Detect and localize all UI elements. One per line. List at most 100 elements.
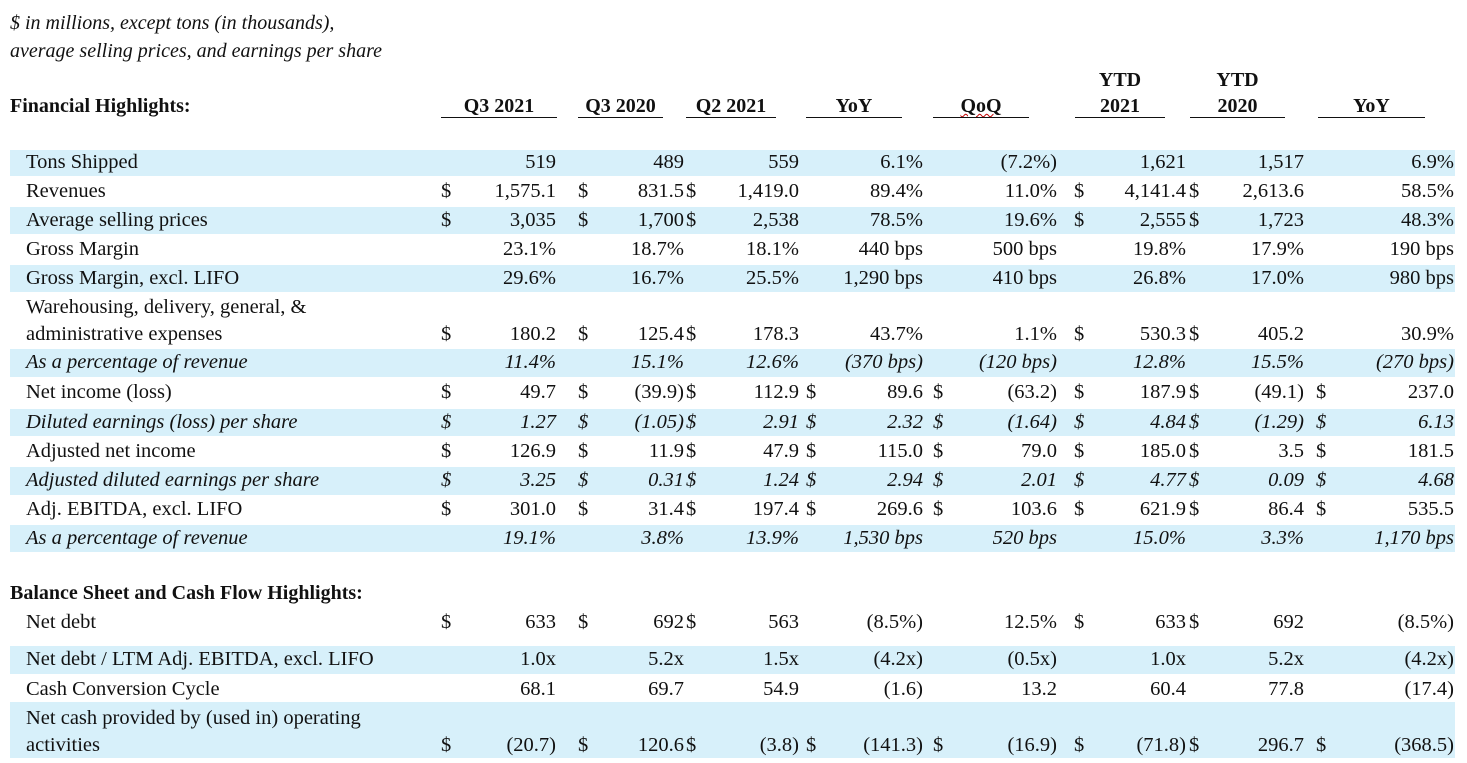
cell-value: (7.2%): [1000, 151, 1057, 173]
cell-value: 4,141.4: [1124, 180, 1187, 202]
cell-value: 1.0x: [520, 648, 556, 670]
cell-value: 58.5%: [1401, 180, 1454, 202]
cell-value: 197.4: [752, 498, 799, 520]
currency-symbol: $: [686, 440, 697, 462]
currency-symbol: $: [1189, 440, 1200, 462]
currency-symbol: $: [1189, 469, 1200, 491]
cell-value: 2,555: [1139, 209, 1186, 231]
currency-symbol: $: [806, 440, 817, 462]
row-label: Gross Margin, excl. LIFO: [26, 267, 240, 289]
cell-value: 3,035: [509, 209, 556, 231]
cell-value: 1.5x: [763, 648, 799, 670]
cell-value: 269.6: [876, 498, 923, 520]
currency-symbol: $: [578, 209, 589, 231]
currency-symbol: $: [1189, 498, 1200, 520]
cell-value: 187.9: [1139, 381, 1186, 403]
cell-value: 25.5%: [746, 267, 799, 289]
currency-symbol: $: [1189, 734, 1200, 756]
currency-symbol: $: [1074, 323, 1085, 345]
currency-symbol: $: [1074, 411, 1085, 433]
row-label: Gross Margin: [26, 238, 139, 260]
cell-value: 1.24: [763, 469, 799, 491]
cell-value: 2.01: [1021, 469, 1057, 491]
cell-value: 180.2: [509, 323, 556, 345]
cell-value: (1.64): [1007, 411, 1057, 433]
cell-value: 17.9%: [1251, 238, 1304, 260]
cell-value: 13.2: [1021, 678, 1057, 700]
row-shading: [10, 646, 1455, 674]
currency-symbol: $: [1189, 180, 1200, 202]
cell-value: 86.4: [1268, 498, 1304, 520]
cell-value: 559: [768, 151, 799, 173]
currency-symbol: $: [806, 381, 817, 403]
row-label: Warehousing, delivery, general, &: [26, 296, 307, 318]
currency-symbol: $: [1189, 611, 1200, 633]
cell-value: 23.1%: [503, 238, 556, 260]
table-row: Revenues $1,575.1 $831.5 $1,419.0 89.4% 11.0%…: [0, 178, 1467, 205]
table-row: Tons Shipped 519 489 559 6.1% (7.2%) 1,621 1,51…: [0, 150, 1467, 176]
cell-value: 18.1%: [746, 238, 799, 260]
currency-symbol: $: [1074, 469, 1085, 491]
cell-value: 2.32: [887, 411, 923, 433]
row-shading: [10, 409, 1455, 436]
currency-symbol: $: [1189, 381, 1200, 403]
cell-value: 535.5: [1407, 498, 1454, 520]
currency-symbol: $: [578, 323, 589, 345]
col-header-ytd-2021-top: YTD: [1098, 69, 1142, 91]
cell-value: 519: [525, 151, 556, 173]
col-header-ytd-2020-top: YTD: [1216, 69, 1259, 91]
cell-value: (71.8): [1136, 734, 1186, 756]
cell-value: (1.05): [634, 411, 684, 433]
row-label: Average selling prices: [26, 209, 208, 231]
row-label: Net debt: [26, 611, 97, 633]
cell-value: 2.94: [887, 469, 923, 491]
cell-value: (8.5%): [1397, 611, 1454, 633]
currency-symbol: $: [806, 469, 817, 491]
cell-value: 69.7: [648, 678, 684, 700]
cell-value: 2,538: [752, 209, 799, 231]
currency-symbol: $: [441, 381, 452, 403]
cell-value: (16.9): [1007, 734, 1057, 756]
cell-value: 1.27: [520, 411, 556, 433]
cell-value: 47.9: [763, 440, 799, 462]
cell-value: (20.7): [506, 734, 556, 756]
row-shading: [10, 349, 1455, 377]
currency-symbol: $: [1189, 411, 1200, 433]
cell-value: 440 bps: [858, 238, 923, 260]
table-row: Net debt / LTM Adj. EBITDA, excl. LIFO 1.…: [0, 646, 1467, 674]
row-label: Adj. EBITDA, excl. LIFO: [26, 498, 243, 520]
currency-symbol: $: [1074, 381, 1085, 403]
cell-value: 4.68: [1418, 469, 1454, 491]
cell-value: 410 bps: [992, 267, 1057, 289]
currency-symbol: $: [441, 734, 452, 756]
header-underline: [1318, 117, 1425, 118]
row-shading: [10, 265, 1455, 292]
cell-value: 6.9%: [1411, 151, 1454, 173]
currency-symbol: $: [806, 734, 817, 756]
currency-symbol: $: [933, 411, 944, 433]
currency-symbol: $: [933, 381, 944, 403]
cell-value: 633: [1155, 611, 1186, 633]
col-header-ytd-2020-bottom: 2020: [1217, 95, 1258, 117]
cell-value: 296.7: [1257, 734, 1304, 756]
cell-value: 405.2: [1257, 323, 1304, 345]
row-shading: [10, 207, 1455, 234]
cell-value: 89.4%: [870, 180, 923, 202]
col-header-yoy: YoY: [835, 95, 873, 117]
cell-value: (17.4): [1404, 678, 1454, 700]
cell-value: (1.29): [1254, 411, 1304, 433]
section-title-financial: Financial Highlights:: [10, 95, 191, 117]
row-shading: [10, 150, 1455, 176]
table-row: Adjusted diluted earnings per share $3.25…: [0, 467, 1467, 495]
cell-value: 489: [653, 151, 684, 173]
header-underline: [1075, 117, 1165, 118]
cell-value: 563: [768, 611, 799, 633]
table-row: Average selling prices $3,035 $1,700 $2,538…: [0, 207, 1467, 234]
currency-symbol: $: [578, 440, 589, 462]
cell-value: 15.1%: [631, 351, 684, 373]
cell-value: 621.9: [1139, 498, 1186, 520]
cell-value: 190 bps: [1389, 238, 1454, 260]
cell-value: 500 bps: [992, 238, 1057, 260]
table-row: As a percentage of revenue 11.4% 15.1% 12.6…: [0, 349, 1467, 377]
header-underline: [578, 117, 663, 118]
